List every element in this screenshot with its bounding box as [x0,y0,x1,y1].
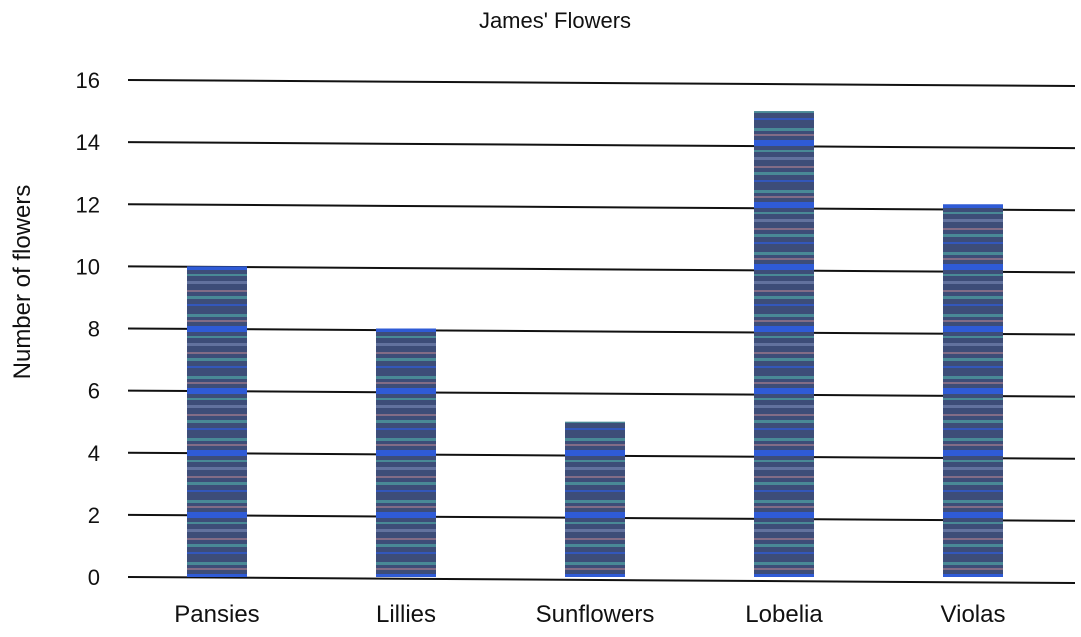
x-tick-label-sunflowers: Sunflowers [536,601,655,628]
y-tick-label: 4 [88,441,100,466]
y-tick-label: 14 [76,130,100,155]
bar-pansies [187,266,247,577]
gridline-8 [127,327,1076,336]
bar-lobelia [754,111,814,577]
x-tick-label-pansies: Pansies [174,601,259,628]
bars [187,111,1003,577]
x-tick-label-violas: Violas [941,601,1006,628]
bar-lillies [376,328,436,577]
bar-violas [943,204,1003,577]
gridline-10 [127,265,1076,274]
gridlines [127,79,1076,584]
x-tick-label-lobelia: Lobelia [745,601,823,628]
y-axis-title: Number of flowers [9,185,36,380]
y-tick-label: 16 [76,68,100,93]
gridline-0 [127,576,1076,584]
y-tick-labels: 0 2 4 6 8 10 12 14 16 [76,68,100,590]
y-tick-label: 6 [88,379,100,404]
y-tick-label: 12 [76,192,100,217]
x-tick-labels: Pansies Lillies Sunflowers Lobelia Violas [174,601,1005,628]
chart-title: James' Flowers [479,8,631,33]
y-tick-label: 2 [88,503,100,528]
gridline-12 [127,203,1076,212]
bar-sunflowers [565,421,625,577]
x-tick-label-lillies: Lillies [376,601,436,628]
y-tick-label: 8 [88,317,100,342]
gridline-14 [127,141,1076,150]
y-tick-label: 0 [88,565,100,590]
gridline-6 [127,389,1076,398]
y-tick-label: 10 [76,254,100,279]
gridline-16 [127,79,1076,87]
